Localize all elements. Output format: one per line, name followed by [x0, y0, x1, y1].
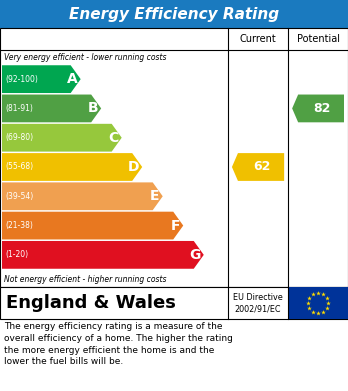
Text: (69-80): (69-80) [5, 133, 33, 142]
Text: G: G [189, 248, 201, 262]
Text: (55-68): (55-68) [5, 163, 33, 172]
Bar [0, 0, 348, 28]
Text: D: D [128, 160, 139, 174]
Text: Current: Current [240, 34, 276, 44]
Polygon shape [2, 124, 122, 152]
Text: Not energy efficient - higher running costs: Not energy efficient - higher running co… [4, 274, 166, 283]
Polygon shape [232, 153, 284, 181]
Text: England & Wales: England & Wales [6, 294, 176, 312]
Polygon shape [2, 153, 142, 181]
Polygon shape [2, 182, 163, 210]
Text: E: E [150, 189, 160, 203]
Text: 62: 62 [253, 160, 271, 174]
Bar [0, 28, 348, 287]
Text: (39-54): (39-54) [5, 192, 33, 201]
Text: Very energy efficient - lower running costs: Very energy efficient - lower running co… [4, 54, 166, 63]
Text: (21-38): (21-38) [5, 221, 33, 230]
Text: (1-20): (1-20) [5, 250, 28, 259]
Text: The energy efficiency rating is a measure of the
overall efficiency of a home. T: The energy efficiency rating is a measur… [4, 322, 233, 366]
Bar [288, 287, 348, 319]
Text: EU Directive
2002/91/EC: EU Directive 2002/91/EC [233, 293, 283, 313]
Text: (81-91): (81-91) [5, 104, 33, 113]
Text: A: A [67, 72, 78, 86]
Polygon shape [292, 95, 344, 122]
Polygon shape [2, 95, 101, 122]
Text: 82: 82 [314, 102, 331, 115]
Polygon shape [2, 212, 183, 239]
Text: C: C [109, 131, 119, 145]
Text: F: F [171, 219, 180, 233]
Text: Energy Efficiency Rating: Energy Efficiency Rating [69, 7, 279, 22]
Text: B: B [88, 101, 98, 115]
Polygon shape [2, 65, 81, 93]
Bar [0, 287, 348, 319]
Text: Potential: Potential [296, 34, 340, 44]
Text: (92-100): (92-100) [5, 75, 38, 84]
Polygon shape [2, 241, 204, 269]
